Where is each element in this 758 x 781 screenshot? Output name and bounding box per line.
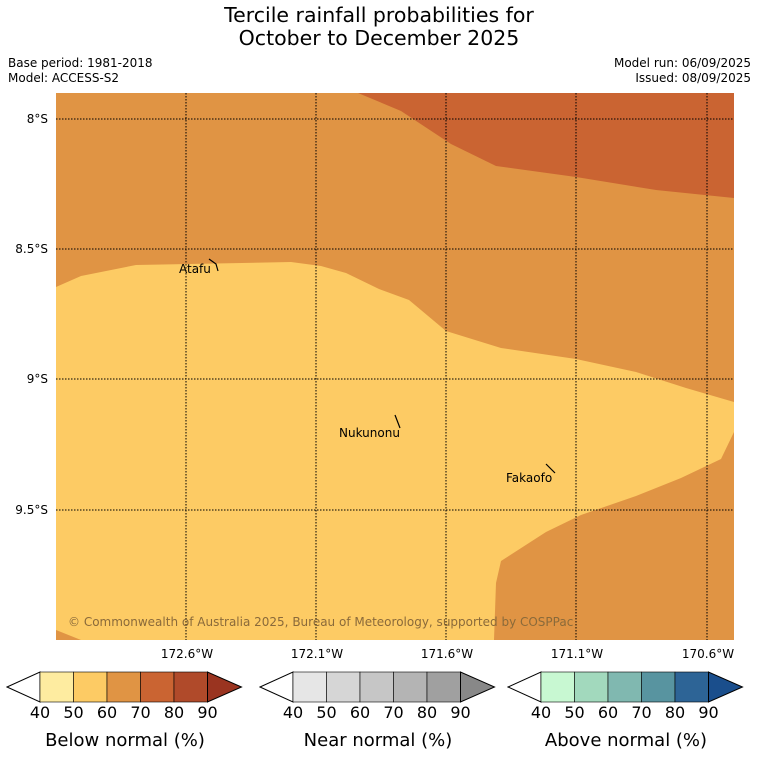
colorbar-below-normal: 40 50 60 70 80 90 bbox=[5, 670, 246, 726]
colorbar-label-near: Near normal (%) bbox=[303, 730, 453, 751]
model-name: Model: ACCESS-S2 bbox=[8, 71, 120, 85]
colorbar-near-swatch bbox=[359, 671, 394, 703]
colorbar-above-tick-label: 80 bbox=[664, 703, 686, 722]
probability-map: Atafu Nukunonu Fakaofo © Commonwealth of… bbox=[56, 93, 734, 640]
colorbar-below-tick-label: 60 bbox=[96, 703, 118, 722]
place-label-nukunonu: Nukunonu bbox=[339, 426, 400, 440]
meta-left: Base period: 1981-2018 Model: ACCESS-S2 bbox=[8, 56, 153, 86]
colorbar-above-swatch bbox=[574, 671, 609, 703]
colorbar-near-ticks: 40 50 60 70 80 90 bbox=[259, 704, 499, 724]
colorbar-below-tick-label: 50 bbox=[63, 703, 84, 722]
colorbar-label-above: Above normal (%) bbox=[544, 730, 708, 751]
colorbar-near-tick-label: 40 bbox=[282, 703, 304, 722]
colorbar-near-tick-label: 70 bbox=[383, 703, 404, 722]
colorbar-near-swatch bbox=[393, 671, 428, 703]
copyright-notice: © Commonwealth of Australia 2025, Bureau… bbox=[68, 615, 573, 629]
place-label-fakaofo: Fakaofo bbox=[506, 471, 552, 485]
fakaofo-atoll bbox=[545, 463, 556, 474]
colorbar-above-tick-label: 60 bbox=[597, 703, 619, 722]
colorbar-near-tick-label: 50 bbox=[316, 703, 337, 722]
graticule bbox=[56, 93, 734, 640]
colorbar-above-swatch bbox=[641, 671, 676, 703]
colorbar-above-tick-label: 50 bbox=[564, 703, 585, 722]
model-run: Model run: 06/09/2025 bbox=[613, 56, 751, 70]
place-label-atafu: Atafu bbox=[179, 262, 211, 276]
colorbar-above-tick-label: 90 bbox=[698, 703, 719, 722]
issued-date: Issued: 08/09/2025 bbox=[635, 71, 751, 85]
atafu-atoll bbox=[208, 258, 219, 272]
colorbar-near-under-arrow bbox=[258, 671, 294, 703]
colorbar-label-below: Below normal (%) bbox=[45, 730, 205, 751]
colorbar-below-tick-label: 90 bbox=[197, 703, 218, 722]
colorbar-below-swatch bbox=[173, 671, 208, 703]
colorbar-above-swatches bbox=[506, 671, 744, 703]
title-line-1: Tercile rainfall probabilities for bbox=[224, 3, 534, 27]
base-period: Base period: 1981-2018 bbox=[8, 56, 153, 70]
title-line-2: October to December 2025 bbox=[238, 26, 520, 50]
colorbar-below-under-arrow bbox=[5, 671, 41, 703]
lat-label-8-5s: 8.5°S bbox=[15, 242, 48, 256]
colorbar-above-under-arrow bbox=[506, 671, 542, 703]
colorbar-near-swatch bbox=[326, 671, 361, 703]
colorbar-below-ticks: 40 50 60 70 80 90 bbox=[6, 704, 246, 724]
colorbar-above-tick-label: 40 bbox=[530, 703, 552, 722]
colorbar-near-tick-label: 90 bbox=[450, 703, 471, 722]
colorbar-below-swatch bbox=[73, 671, 108, 703]
colorbar-near-swatch bbox=[426, 671, 461, 703]
lon-label-170-6w: 170.6°W bbox=[681, 647, 735, 661]
region-below-50-60 bbox=[56, 262, 734, 640]
colorbar-above-swatch bbox=[674, 671, 709, 703]
colorbar-above-normal: 40 50 60 70 80 90 bbox=[506, 670, 747, 726]
lon-label-172-1w: 172.1°W bbox=[290, 647, 344, 661]
lat-label-9s: 9°S bbox=[26, 372, 48, 386]
colorbar-near-normal: 40 50 60 70 80 90 bbox=[258, 670, 499, 726]
colorbar-above-over-arrow bbox=[708, 671, 744, 703]
lon-label-171-1w: 171.1°W bbox=[550, 647, 604, 661]
colorbar-near-tick-label: 80 bbox=[416, 703, 438, 722]
meta-right: Model run: 06/09/2025 Issued: 08/09/2025 bbox=[614, 56, 751, 86]
colorbar-below-swatch bbox=[140, 671, 175, 703]
colorbar-below-tick-label: 70 bbox=[130, 703, 151, 722]
colorbar-above-tick-label: 70 bbox=[631, 703, 652, 722]
region-below-60-70-corner bbox=[56, 630, 81, 640]
colorbar-near-swatches bbox=[258, 671, 496, 703]
colorbar-near-over-arrow bbox=[460, 671, 496, 703]
colorbar-near-tick-label: 60 bbox=[349, 703, 371, 722]
lon-label-172-6w: 172.6°W bbox=[160, 647, 214, 661]
colorbar-below-swatch bbox=[39, 671, 74, 703]
nukunonu-atoll bbox=[394, 414, 401, 429]
lat-label-8s: 8°S bbox=[26, 112, 48, 126]
colorbar-below-tick-label: 80 bbox=[163, 703, 185, 722]
colorbar-below-over-arrow bbox=[207, 671, 243, 703]
colorbar-below-swatches bbox=[5, 671, 243, 703]
colorbar-above-ticks: 40 50 60 70 80 90 bbox=[507, 704, 747, 724]
lat-label-9-5s: 9.5°S bbox=[15, 503, 48, 517]
colorbar-below-swatch bbox=[106, 671, 141, 703]
colorbar-below-tick-label: 40 bbox=[29, 703, 51, 722]
colorbar-near-swatch bbox=[292, 671, 327, 703]
map-title: Tercile rainfall probabilities for Octob… bbox=[0, 4, 758, 50]
lon-label-171-6w: 171.6°W bbox=[420, 647, 474, 661]
colorbar-above-swatch bbox=[540, 671, 575, 703]
colorbar-above-swatch bbox=[607, 671, 642, 703]
